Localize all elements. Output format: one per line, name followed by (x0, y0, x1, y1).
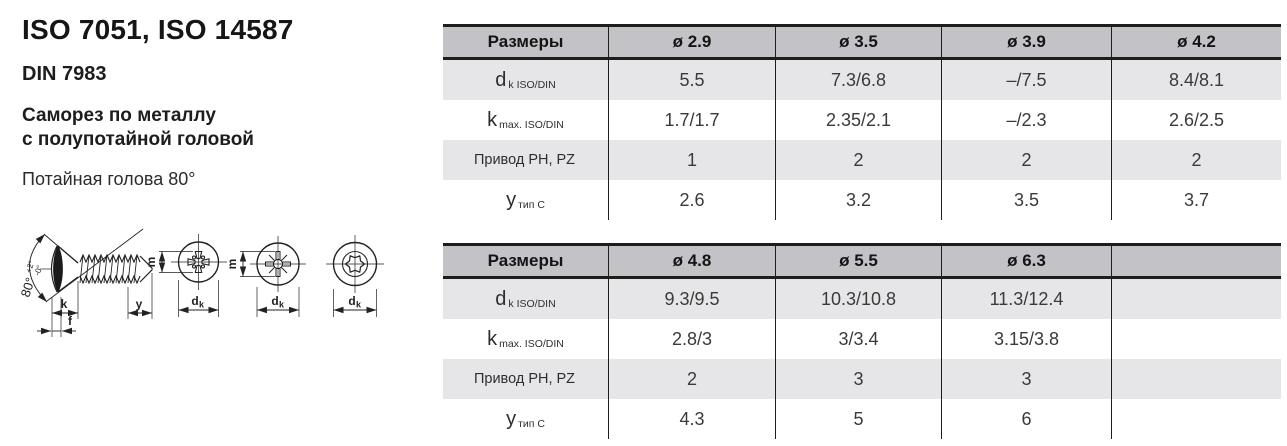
table-row: Привод PH, PZ 1 2 2 2 (443, 140, 1281, 180)
value-cell: 4.3 (608, 399, 775, 439)
head-dome-section (53, 245, 63, 293)
page-title: ISO 7051, ISO 14587 (22, 14, 294, 45)
table-row: k max. ISO/DIN 1.7/1.7 2.35/2.1 –/2.3 2.6… (443, 100, 1281, 140)
value-cell: 10.3/10.8 (775, 279, 941, 319)
thread (79, 253, 141, 264)
value-cell (1111, 319, 1281, 359)
value-cell: 3.7 (1111, 180, 1281, 220)
angle-tolerance-lower: -0° (33, 264, 45, 277)
table-header-row: Размеры ø 4.8 ø 5.5 ø 6.3 (443, 246, 1281, 279)
row-label: Привод PH, PZ (473, 371, 576, 387)
table-header-row: Размеры ø 2.9 ø 3.5 ø 3.9 ø 4.2 (443, 27, 1281, 60)
screw-side-view (40, 245, 153, 293)
value-cell: 3/3.4 (775, 319, 941, 359)
column-header: Размеры (487, 251, 564, 270)
angle-value: 80° (18, 276, 38, 299)
value-cell (1111, 399, 1281, 439)
column-header: ø 3.5 (775, 27, 941, 57)
value-cell (1111, 359, 1281, 399)
dimension-m-label: m (225, 259, 239, 270)
value-cell: 1 (608, 140, 775, 180)
head-view-torx: d k (326, 235, 384, 317)
technical-drawing: 80° +2° -0° k f y (18, 228, 384, 337)
dimension-dk-label: d (191, 294, 198, 308)
row-label: k max. ISO/DIN (487, 327, 564, 351)
column-header: Размеры (487, 32, 564, 51)
value-cell: 7.3/6.8 (775, 60, 941, 100)
head-type-note: Потайная голова 80° (22, 169, 196, 190)
column-header (1111, 246, 1281, 276)
head-view-pozidriv: m d k (225, 236, 306, 317)
value-cell: 5 (775, 399, 941, 439)
value-cell: 9.3/9.5 (608, 279, 775, 319)
value-cell: 2 (608, 359, 775, 399)
torx-recess-icon (344, 255, 366, 273)
value-cell: –/7.5 (941, 60, 1111, 100)
row-label: y тип C (506, 188, 545, 212)
value-cell: 2.6 (608, 180, 775, 220)
value-cell: 3 (941, 359, 1111, 399)
value-cell: 1.7/1.7 (608, 100, 775, 140)
pozidriv-recess-icon (265, 251, 291, 277)
column-header: ø 6.3 (941, 246, 1111, 276)
head-angle-annotation: 80° +2° -0° (18, 228, 144, 303)
table-row: Привод PH, PZ 2 3 3 (443, 359, 1281, 399)
value-cell: 3.5 (941, 180, 1111, 220)
value-cell: 2.35/2.1 (775, 100, 941, 140)
column-header: ø 3.9 (941, 27, 1111, 57)
value-cell: 3.15/3.8 (941, 319, 1111, 359)
column-header: ø 5.5 (775, 246, 941, 276)
dimension-f-label: f (68, 314, 73, 328)
product-description-line2: с полупотайной головой (22, 129, 254, 151)
value-cell: 2 (941, 140, 1111, 180)
value-cell: 2 (1111, 140, 1281, 180)
column-header: ø 4.8 (608, 246, 775, 276)
value-cell: 11.3/12.4 (941, 279, 1111, 319)
value-cell (1111, 279, 1281, 319)
phillips-recess-icon (187, 250, 210, 274)
value-cell: 2.8/3 (608, 319, 775, 359)
side-view-dimensions: k f y (37, 273, 153, 337)
product-info: ISO 7051, ISO 14587 DIN 7983 Саморез по … (22, 14, 294, 190)
row-label: k max. ISO/DIN (487, 108, 564, 132)
value-cell: 6 (941, 399, 1111, 439)
dimension-dk-label: d (348, 294, 355, 308)
dimension-dk-label: d (271, 294, 278, 308)
dimension-dk-sub: k (199, 300, 205, 310)
angle-tolerance-upper: +2° (24, 259, 36, 274)
head-view-phillips: m d k (144, 234, 227, 317)
dimension-m-label: m (144, 257, 158, 268)
table-row: k max. ISO/DIN 2.8/3 3/3.4 3.15/3.8 (443, 319, 1281, 359)
value-cell: 3 (775, 359, 941, 399)
dimension-dk-sub: k (279, 300, 285, 310)
table-row: y тип C 4.3 5 6 (443, 399, 1281, 439)
value-cell: 8.4/8.1 (1111, 60, 1281, 100)
row-label: y тип C (506, 407, 545, 431)
row-label: Привод PH, PZ (473, 152, 576, 168)
column-header: ø 2.9 (608, 27, 775, 57)
product-description-line1: Саморез по металлу (22, 105, 216, 126)
value-cell: 2.6/2.5 (1111, 100, 1281, 140)
value-cell: 3.2 (775, 180, 941, 220)
din-standard: DIN 7983 (22, 63, 107, 85)
dimension-dk-sub: k (356, 300, 362, 310)
table-row: y тип C 2.6 3.2 3.5 3.7 (443, 180, 1281, 220)
value-cell: 5.5 (608, 60, 775, 100)
product-description: Саморез по металлу с полупотайной голово… (22, 104, 294, 152)
screw-tip (139, 255, 153, 283)
value-cell: –/2.3 (941, 100, 1111, 140)
dimension-k-label: k (61, 297, 68, 311)
column-header: ø 4.2 (1111, 27, 1281, 57)
angle-label: 80° +2° -0° (18, 259, 45, 299)
dimension-y-label: y (136, 297, 143, 311)
value-cell: 2 (775, 140, 941, 180)
